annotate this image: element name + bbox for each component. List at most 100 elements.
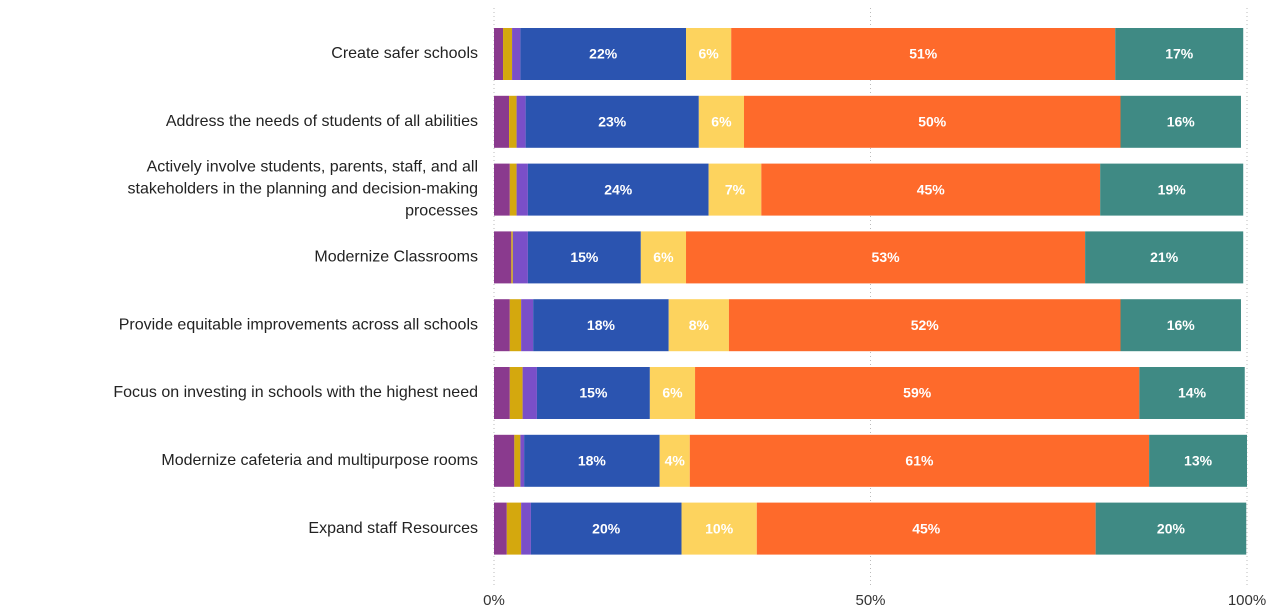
bar-segment [686,231,1086,284]
bar-segment [708,163,762,216]
bar-segment [494,367,510,419]
bar-segment [494,299,510,352]
value-label: 21% [1150,249,1179,265]
bar-segment [525,95,699,148]
value-label: 18% [578,453,607,469]
value-label: 61% [905,453,934,469]
bar-segment [506,502,522,555]
value-label: 6% [653,249,674,265]
bar-segment [522,367,537,419]
value-label: 14% [1178,385,1207,401]
value-label: 15% [570,249,599,265]
bar-segment [516,163,528,216]
value-label: 52% [911,317,940,333]
bar-segment [509,95,517,148]
category-label: Focus on investing in schools with the h… [113,384,478,401]
bar-segment [509,299,522,352]
bar-segment [516,95,526,148]
bar-segment [756,502,1096,555]
bar-segment [521,299,534,352]
x-tick-label: 0% [483,592,505,609]
bar-segment [681,502,757,555]
bar-segment [1149,434,1247,487]
value-label: 18% [587,317,616,333]
bar-segment [520,434,525,487]
bar-segment [511,231,513,284]
bar-segment [698,95,744,148]
bar-segment [520,28,687,80]
category-label: Expand staff Resources [308,520,478,537]
bar-segment [1095,502,1247,555]
value-label: 51% [909,46,938,62]
bar-segment [512,231,528,284]
bar-segment [640,231,687,284]
bar-segment [527,163,709,216]
bar-segment [728,299,1121,352]
x-tick-label: 50% [855,592,885,609]
bar-segment [494,231,512,284]
bar-segment [494,163,510,216]
bar-segment [649,367,696,419]
bar-segment [530,502,682,555]
x-tick-label: 100% [1228,592,1266,609]
value-label: 24% [604,181,633,197]
value-label: 22% [589,46,618,62]
bar-segment [509,367,523,419]
bar-segment [1100,163,1244,216]
value-label: 19% [1158,181,1187,197]
bar-segment [1085,231,1244,284]
category-label: Create safer schools [331,45,478,62]
value-label: 8% [689,317,710,333]
category-label: Address the needs of students of all abi… [166,113,478,130]
bar-segment [659,434,690,487]
value-label: 53% [872,249,901,265]
value-label: 20% [1157,520,1186,536]
bar-segment [521,502,531,555]
value-label: 7% [725,181,746,197]
bar-segment [494,434,515,487]
bar-segment [731,28,1116,80]
bar-segment [536,367,650,419]
bar-segment [761,163,1101,216]
bar-segment [743,95,1121,148]
category-label: Provide equitable improvements across al… [119,316,478,333]
value-label: 45% [912,520,941,536]
value-label: 50% [918,114,947,130]
value-label: 23% [598,114,627,130]
bar-segment [527,231,641,284]
bar-segment [1115,28,1244,80]
category-label: Modernize Classrooms [314,249,478,266]
value-label: 59% [903,385,932,401]
value-label: 20% [592,520,621,536]
bar-segment [1120,95,1241,148]
value-label: 16% [1167,114,1196,130]
category-label: Actively involve students, parents, staf… [128,159,478,220]
value-label: 15% [579,385,608,401]
bar-segment [668,299,729,352]
bar-segment [524,434,660,487]
bar-segment [503,28,513,80]
bar-segment [1139,367,1245,419]
value-label: 10% [705,520,734,536]
value-label: 13% [1184,453,1213,469]
bar-segment [494,502,507,555]
bar-segment [689,434,1150,487]
bar-segment [494,28,504,80]
category-line: processes [405,203,478,220]
category-line: stakeholders in the planning and decisio… [128,181,478,198]
bar-segment [1120,299,1241,352]
value-label: 4% [665,453,686,469]
value-label: 16% [1167,317,1196,333]
bar-segment [533,299,669,352]
bar-segment [509,163,517,216]
category-line: Actively involve students, parents, staf… [147,159,478,176]
value-label: 45% [917,181,946,197]
bar-segment [695,367,1140,419]
category-label: Modernize cafeteria and multipurpose roo… [161,452,478,469]
bar-segment [686,28,732,80]
bar-segment [512,28,521,80]
value-label: 6% [662,385,683,401]
value-label: 17% [1165,46,1194,62]
value-label: 6% [711,114,732,130]
